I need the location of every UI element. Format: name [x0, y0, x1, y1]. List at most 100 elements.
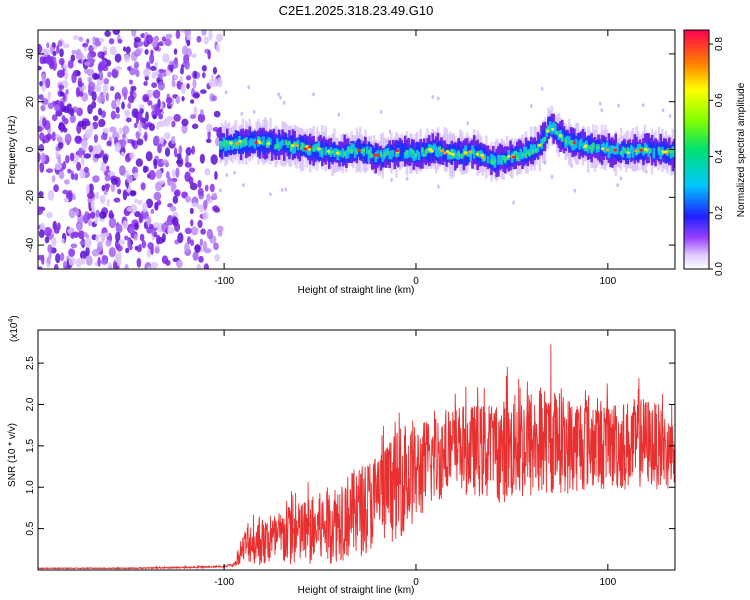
noise-cell — [39, 132, 45, 141]
noise-cell — [112, 131, 120, 141]
band-cell — [569, 140, 573, 146]
band-cell — [441, 148, 445, 161]
band-outlier — [617, 103, 620, 108]
noise-cell — [125, 117, 132, 123]
noise-cell — [47, 189, 55, 201]
band-outlier — [388, 129, 392, 134]
noise-cell — [148, 123, 155, 132]
noise-cell — [124, 263, 129, 269]
noise-cell — [65, 154, 70, 164]
noise-cell — [161, 159, 169, 164]
band-cell — [619, 150, 623, 156]
noise-cell — [131, 140, 136, 147]
noise-cell — [129, 90, 134, 96]
band-outlier — [405, 176, 409, 181]
band-cell — [564, 138, 568, 144]
band-cell — [346, 151, 350, 159]
snr-y-tick-label: 2.0 — [25, 397, 36, 411]
band-outlier — [598, 101, 602, 106]
band-cell — [410, 148, 414, 155]
band-cell — [533, 144, 536, 153]
noise-cell — [127, 238, 131, 250]
noise-cell — [112, 30, 121, 36]
band-cell — [348, 146, 352, 163]
noise-cell — [115, 98, 121, 107]
noise-cell — [71, 72, 77, 84]
noise-cell — [46, 133, 53, 141]
band-outlier — [277, 92, 280, 97]
band-cell — [597, 145, 600, 150]
band-cell — [488, 154, 492, 168]
noise-cell — [67, 228, 73, 234]
noise-cell — [67, 168, 72, 174]
band-outlier — [269, 192, 272, 197]
band-cell — [339, 150, 343, 157]
noise-cell — [125, 111, 130, 118]
noise-cell — [130, 85, 137, 92]
noise-cell — [106, 198, 111, 207]
noise-cell — [51, 131, 56, 142]
band-hotspot — [451, 152, 455, 156]
band-cell — [485, 150, 488, 164]
band-cell — [276, 138, 279, 149]
noise-cell — [45, 78, 51, 89]
noise-cell — [95, 191, 100, 200]
band-outlier — [600, 108, 604, 113]
noise-cell — [190, 99, 195, 104]
noise-cell — [136, 138, 144, 146]
noise-cell — [178, 145, 183, 155]
spectrogram-x-ticks: -100 0 100 — [214, 30, 617, 287]
noise-cell — [200, 228, 206, 235]
noise-cell — [109, 86, 115, 92]
noise-cell — [204, 184, 209, 192]
noise-cell — [47, 102, 54, 110]
band-cell — [374, 152, 378, 163]
band-cell — [386, 151, 390, 155]
noise-cell — [185, 147, 192, 156]
noise-cell — [59, 100, 65, 111]
noise-cell — [150, 208, 155, 214]
band-cell — [659, 148, 663, 160]
noise-cell — [88, 58, 96, 64]
band-cell — [469, 143, 473, 157]
noise-cell — [133, 222, 139, 231]
noise-cell — [47, 90, 52, 100]
noise-cell — [91, 249, 100, 257]
noise-cell — [165, 69, 171, 76]
noise-cell — [54, 104, 61, 112]
band-cell — [395, 152, 398, 158]
noise-cell — [142, 94, 150, 103]
noise-cell — [83, 46, 88, 52]
band-outlier — [240, 111, 244, 116]
band-cell — [524, 147, 528, 156]
noise-cell — [186, 83, 190, 90]
noise-cell — [85, 255, 93, 266]
band-cell — [624, 149, 628, 154]
noise-cell — [152, 114, 157, 120]
band-cell — [390, 150, 393, 160]
band-hotspot — [295, 144, 300, 148]
band-cell — [329, 150, 333, 154]
band-cell — [286, 141, 290, 148]
band-outlier — [252, 109, 256, 114]
noise-cell — [118, 165, 126, 176]
spectrogram-x-tick-label: 0 — [413, 276, 419, 287]
band-cell — [466, 151, 469, 157]
band-cell — [578, 140, 581, 150]
noise-cell — [108, 246, 116, 258]
noise-cell — [140, 182, 146, 191]
noise-cell — [181, 95, 185, 102]
noise-cell — [127, 102, 132, 109]
noise-cell — [156, 121, 160, 131]
band-cell — [574, 138, 578, 149]
noise-cell — [63, 64, 68, 70]
noise-cell — [65, 88, 69, 95]
noise-cell — [206, 228, 214, 240]
noise-cell — [61, 114, 66, 122]
snr-y-multiplier-base: (x10 — [9, 322, 20, 342]
noise-cell — [128, 226, 135, 234]
noise-cell — [97, 107, 103, 116]
band-cell — [638, 144, 642, 154]
noise-cell — [103, 232, 110, 237]
band-cell — [586, 144, 590, 154]
